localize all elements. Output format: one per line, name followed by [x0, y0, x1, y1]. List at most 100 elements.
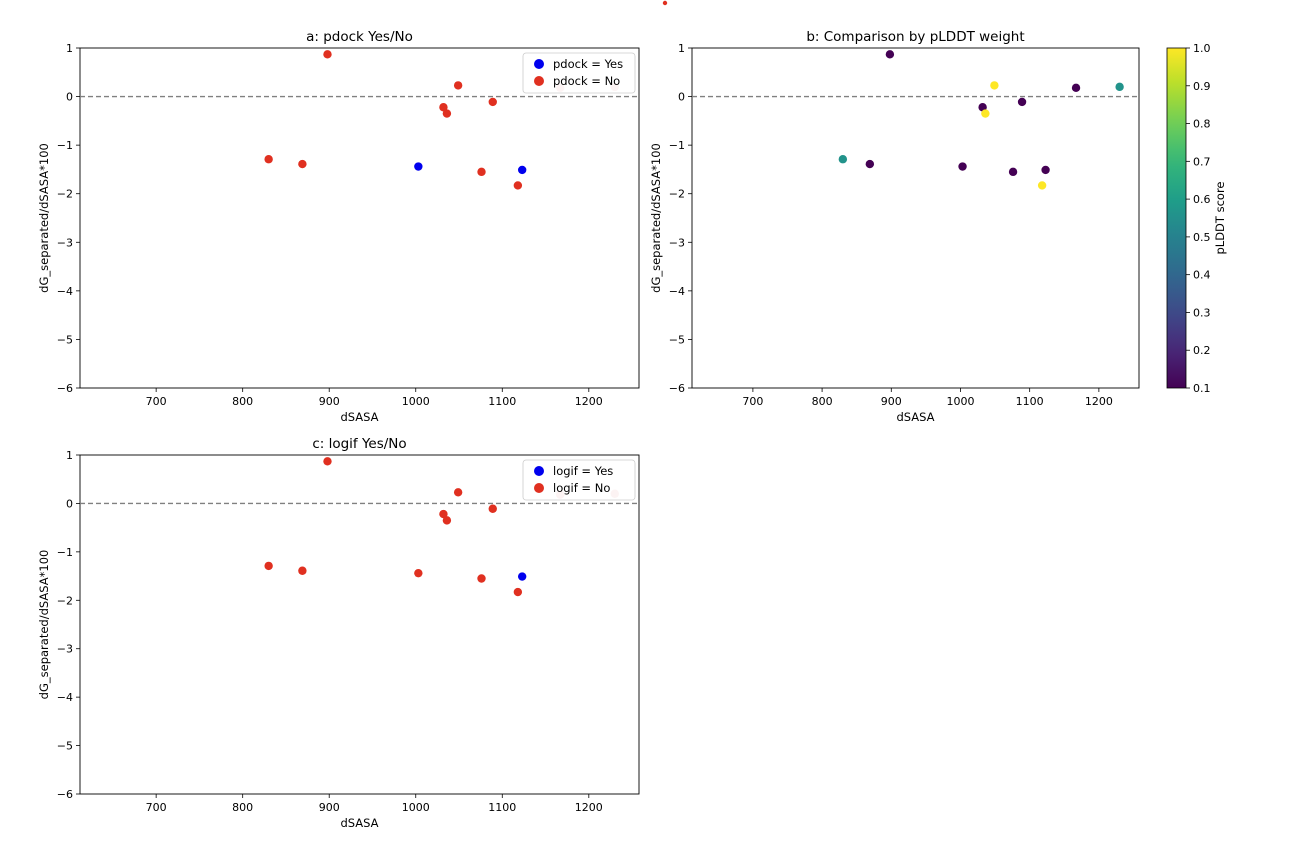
data-point	[298, 566, 307, 575]
y-tick-label: −1	[57, 546, 73, 559]
panel-c: 700 800 900 1000 1100 1200 −6 −5 −4 −3 −2 −1 0 1 c: lo…	[37, 436, 640, 830]
colorbar-tick-label: 0.8	[1193, 118, 1211, 131]
x-tick-label: 1200	[575, 801, 603, 814]
y-tick-label: −2	[57, 188, 73, 201]
data-point	[865, 159, 875, 169]
data-point	[414, 568, 423, 578]
data-point	[414, 162, 423, 171]
x-tick-label: 1200	[1085, 395, 1113, 408]
chart-title: a: pdock Yes/No	[306, 29, 413, 45]
data-point	[990, 81, 999, 90]
x-tick-label: 1100	[1016, 395, 1044, 408]
colorbar-tick-label: 0.3	[1193, 306, 1211, 319]
y-tick-label: 0	[678, 91, 685, 104]
data-point	[323, 457, 332, 466]
data-point	[958, 162, 967, 171]
panel-b: 700 800 900 1000 1100 1200 −6 −5 −4 −3 −2 −1 0 1 b: Co…	[649, 29, 1227, 424]
y-tick-label: 1	[66, 42, 73, 55]
legend-label: pdock = Yes	[553, 57, 623, 71]
y-tick-label: −6	[57, 382, 73, 395]
x-tick-label: 1200	[575, 395, 603, 408]
data-point	[1008, 167, 1018, 177]
chart-title: c: logif Yes/No	[312, 436, 406, 452]
data-point	[513, 587, 523, 597]
y-tick-label: −6	[57, 788, 73, 801]
x-tick-label: 1100	[488, 801, 516, 814]
data-point	[513, 181, 523, 190]
x-tick-label: 800	[812, 395, 833, 408]
x-tick-label: 800	[232, 395, 253, 408]
colorbar-tick-label: 0.4	[1193, 269, 1211, 282]
data-point	[323, 50, 332, 59]
data-point	[264, 561, 273, 571]
x-tick-label: 1000	[402, 801, 430, 814]
y-tick-label: 1	[66, 449, 73, 462]
x-axis-label: dSASA	[340, 816, 378, 830]
colorbar-bar	[1166, 47, 1187, 389]
legend-marker	[534, 466, 544, 476]
y-axis-label: dG_separated/dSASA*100	[649, 143, 663, 293]
colorbar-tick-label: 0.5	[1193, 231, 1211, 244]
y-tick-label: 0	[66, 497, 73, 510]
y-tick-label: −1	[57, 139, 73, 152]
y-tick-label: 0	[66, 91, 73, 104]
data-point	[298, 159, 307, 169]
panel-a: 700 800 900 1000 1100 1200 −6 −5 −4 −3 −2 −1 0 1 a: pd…	[37, 29, 640, 424]
data-point	[981, 109, 990, 118]
x-tick-label: 1000	[402, 395, 430, 408]
chart-title: b: Comparison by pLDDT weight	[806, 29, 1024, 45]
x-tick-label: 900	[319, 395, 340, 408]
legend-label: logif = Yes	[553, 464, 613, 478]
colorbar-tick-label: 0.2	[1193, 344, 1211, 357]
data-point	[488, 504, 497, 513]
legend-marker	[534, 483, 544, 493]
data-point	[442, 109, 452, 118]
legend: logif = Yes logif = No	[522, 459, 636, 501]
y-axis-label: dG_separated/dSASA*100	[37, 143, 51, 293]
colorbar-tick-label: 0.1	[1193, 382, 1211, 395]
colorbar-tick-label: 0.6	[1193, 193, 1211, 206]
x-axis-label: dSASA	[896, 410, 934, 424]
data-point	[1071, 83, 1081, 93]
y-tick-label: −5	[57, 740, 73, 753]
y-tick-label: −3	[669, 236, 685, 249]
legend-box	[522, 459, 636, 501]
y-tick-label: −5	[57, 333, 73, 346]
data-point	[978, 103, 987, 112]
colorbar: 0.1 0.2 0.3 0.4 0.5 0.6 0.7 0.8 0.9 1.0 pLDDT scor…	[1166, 42, 1227, 395]
plot-frame	[79, 47, 640, 389]
colorbar-tick-label: 1.0	[1193, 42, 1211, 55]
stray-marker	[662, 0, 668, 6]
plot-frame	[79, 454, 640, 795]
data-point	[439, 103, 448, 112]
y-tick-label: −3	[57, 643, 73, 656]
data-point	[477, 167, 486, 177]
y-tick-label: −3	[57, 236, 73, 249]
plot-frame	[691, 47, 1140, 389]
x-tick-label: 1100	[488, 395, 516, 408]
data-point	[442, 516, 452, 525]
y-axis-label: dG_separated/dSASA*100	[37, 550, 51, 700]
legend-label: pdock = No	[553, 74, 620, 88]
y-tick-label: −4	[57, 691, 73, 704]
data-point	[838, 155, 848, 164]
data-point	[488, 97, 497, 107]
legend: pdock = Yes pdock = No	[522, 52, 636, 94]
data-point	[439, 509, 448, 519]
y-tick-label: 1	[678, 42, 685, 55]
data-point	[1037, 181, 1047, 190]
x-tick-label: 900	[319, 801, 340, 814]
x-tick-label: 1000	[946, 395, 974, 408]
y-tick-label: −4	[669, 285, 685, 298]
data-point	[477, 574, 486, 583]
y-tick-label: −4	[57, 285, 73, 298]
colorbar-tick-label: 0.9	[1193, 80, 1211, 93]
legend-marker	[534, 59, 544, 69]
data-point	[1041, 165, 1050, 175]
x-tick-label: 700	[146, 801, 167, 814]
data-point	[885, 50, 895, 59]
y-tick-label: −1	[669, 139, 685, 152]
legend-box	[522, 52, 636, 94]
